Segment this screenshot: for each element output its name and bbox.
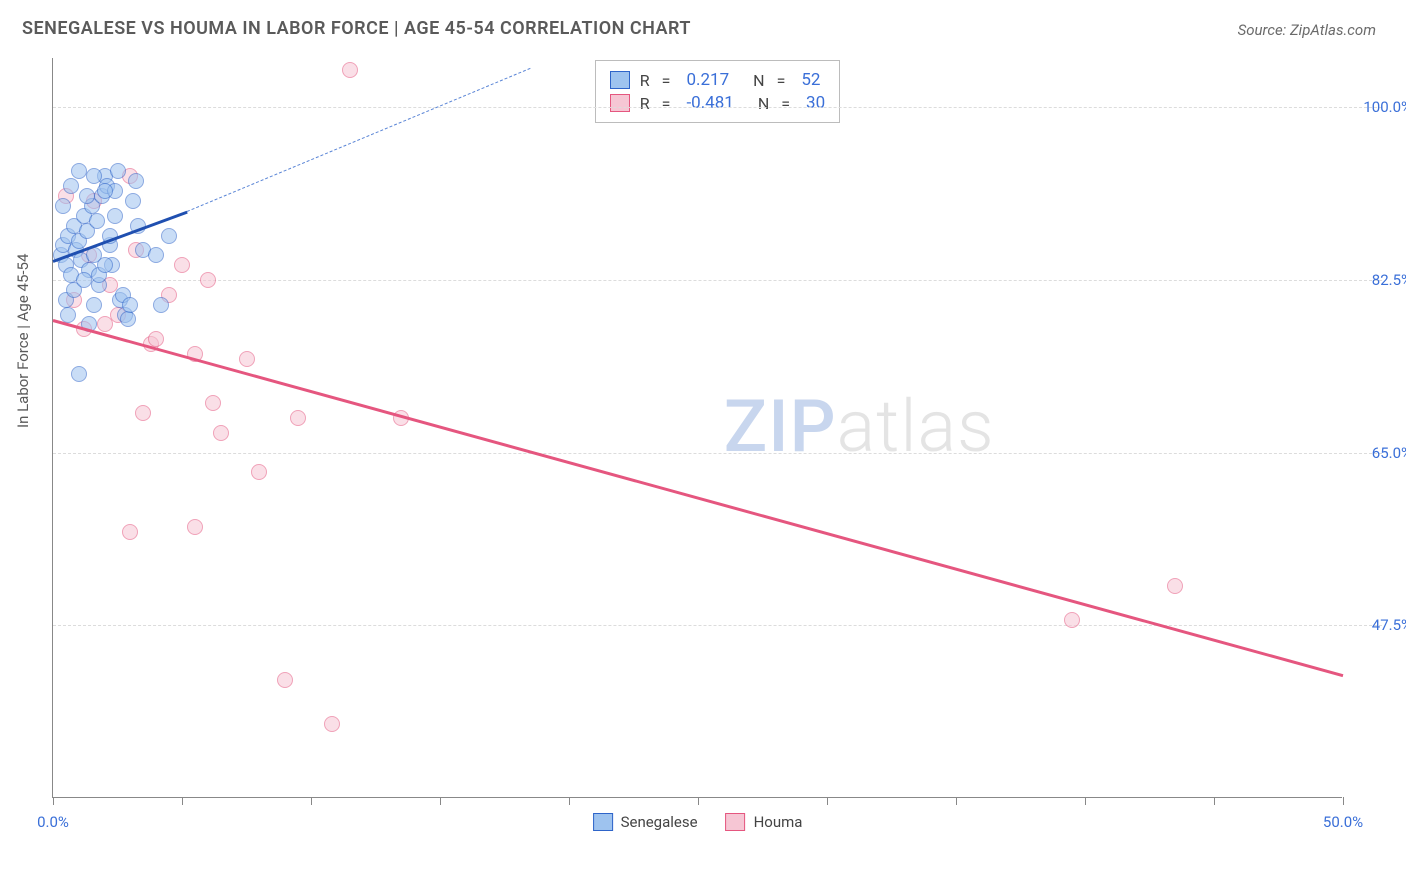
data-point <box>97 257 113 273</box>
series-legend: Senegalese Houma <box>593 813 803 831</box>
plot-container: In Labor Force | Age 45-54 ZIPatlas R=0.… <box>22 58 1384 878</box>
data-point <box>110 163 126 179</box>
legend-swatch <box>610 94 630 112</box>
x-tick <box>1214 797 1215 805</box>
data-point <box>148 247 164 263</box>
data-point <box>153 297 169 313</box>
x-tick <box>440 797 441 805</box>
legend-item: Senegalese <box>593 813 698 831</box>
data-point <box>1064 612 1080 628</box>
correlation-legend: R=0.217N=52R=-0.481N=30 <box>595 60 840 123</box>
data-point <box>86 168 102 184</box>
y-axis-label: In Labor Force | Age 45-54 <box>14 254 32 428</box>
x-tick-label: 50.0% <box>1323 813 1363 831</box>
data-point <box>122 524 138 540</box>
watermark-zip: ZIP <box>724 384 837 469</box>
data-point <box>174 257 190 273</box>
scatter-plot: ZIPatlas R=0.217N=52R=-0.481N=30 Senegal… <box>52 58 1342 798</box>
legend-swatch <box>726 813 746 831</box>
data-point <box>1167 578 1183 594</box>
data-point <box>128 173 144 189</box>
legend-r-label: R <box>640 94 650 113</box>
data-point <box>205 395 221 411</box>
data-point <box>97 183 113 199</box>
data-point <box>239 351 255 367</box>
legend-n-label: N <box>758 94 769 113</box>
x-tick <box>698 797 699 805</box>
legend-item: Houma <box>726 813 803 831</box>
trend-line <box>53 320 1344 678</box>
legend-n-value: 52 <box>801 70 820 90</box>
x-tick <box>182 797 183 805</box>
gridline <box>53 453 1382 454</box>
data-point <box>107 208 123 224</box>
data-point <box>135 405 151 421</box>
watermark: ZIPatlas <box>724 384 995 469</box>
y-tick-label: 65.0% <box>1372 444 1406 462</box>
data-point <box>76 272 92 288</box>
data-point <box>213 425 229 441</box>
data-point <box>290 410 306 426</box>
legend-n-value: 30 <box>806 93 825 113</box>
data-point <box>324 716 340 732</box>
chart-header: SENEGALESE VS HOUMA IN LABOR FORCE | AGE… <box>0 0 1406 49</box>
legend-r-value: 0.217 <box>686 70 729 90</box>
trend-line <box>187 68 531 212</box>
data-point <box>120 311 136 327</box>
y-tick-label: 100.0% <box>1363 98 1406 116</box>
data-point <box>79 188 95 204</box>
data-point <box>71 163 87 179</box>
legend-row: R=0.217N=52 <box>610 70 825 90</box>
x-tick <box>1085 797 1086 805</box>
data-point <box>148 331 164 347</box>
x-tick <box>311 797 312 805</box>
watermark-atlas: atlas <box>837 384 995 469</box>
data-point <box>89 213 105 229</box>
legend-r-value: -0.481 <box>686 93 733 113</box>
legend-row: R=-0.481N=30 <box>610 93 825 113</box>
data-point <box>63 178 79 194</box>
data-point <box>251 464 267 480</box>
x-tick <box>827 797 828 805</box>
y-tick-label: 82.5% <box>1372 271 1406 289</box>
legend-r-label: R <box>640 71 650 90</box>
data-point <box>342 62 358 78</box>
legend-swatch <box>610 71 630 89</box>
data-point <box>125 193 141 209</box>
x-tick <box>53 797 54 805</box>
x-tick-label: 0.0% <box>37 813 69 831</box>
data-point <box>187 519 203 535</box>
legend-series-name: Houma <box>754 813 803 831</box>
legend-n-label: N <box>753 71 764 90</box>
legend-series-name: Senegalese <box>621 813 698 831</box>
data-point <box>277 672 293 688</box>
chart-title: SENEGALESE VS HOUMA IN LABOR FORCE | AGE… <box>22 18 691 39</box>
x-tick <box>569 797 570 805</box>
data-point <box>200 272 216 288</box>
gridline <box>53 280 1382 281</box>
gridline <box>53 625 1382 626</box>
data-point <box>55 198 71 214</box>
data-point <box>122 297 138 313</box>
chart-source: Source: ZipAtlas.com <box>1238 21 1376 39</box>
x-tick <box>1343 797 1344 805</box>
data-point <box>86 297 102 313</box>
data-point <box>60 307 76 323</box>
data-point <box>161 228 177 244</box>
gridline <box>53 107 1382 108</box>
data-point <box>71 366 87 382</box>
legend-swatch <box>593 813 613 831</box>
x-tick <box>956 797 957 805</box>
y-tick-label: 47.5% <box>1372 616 1406 634</box>
